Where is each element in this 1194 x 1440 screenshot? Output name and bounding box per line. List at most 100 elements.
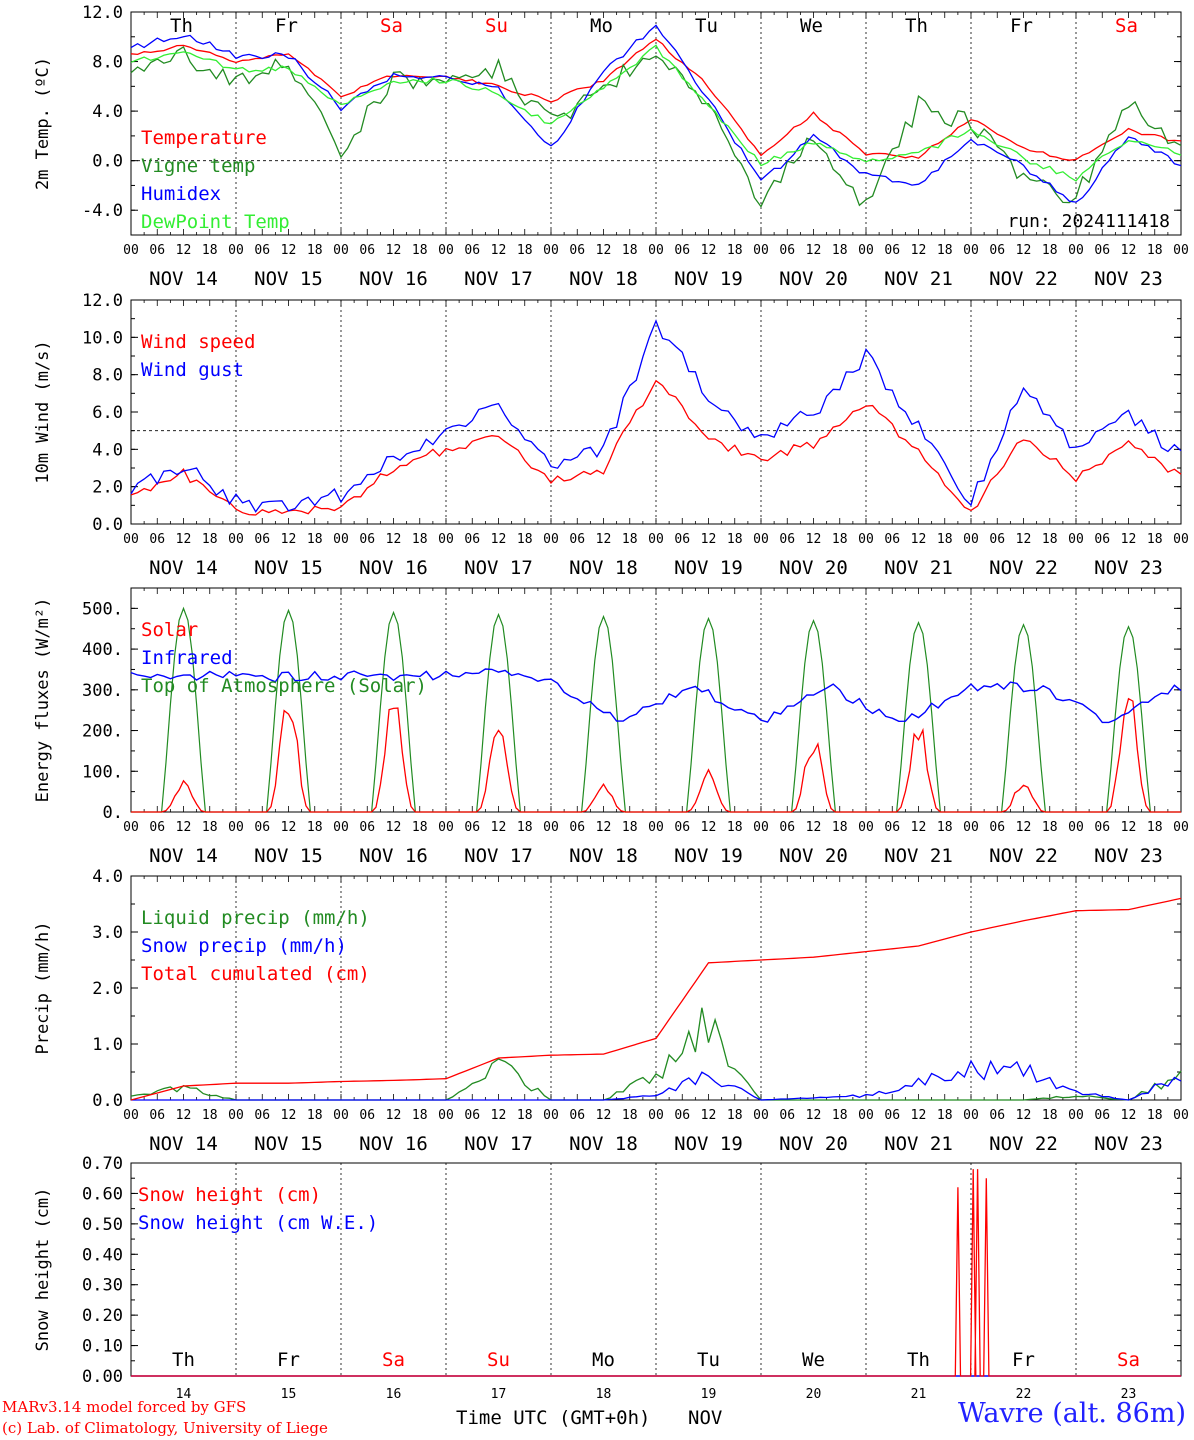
weekday-label: Fr (275, 15, 298, 37)
hour-tick-label: 18 (832, 532, 848, 547)
hour-tick-label: 18 (412, 1108, 428, 1123)
weekday-label: Sa (380, 15, 403, 37)
y-axis-label: Energy fluxes (W/m²) (33, 598, 53, 803)
hour-tick-label: 12 (911, 243, 927, 258)
hour-tick-label: 00 (753, 532, 769, 547)
date-number-label: 18 (596, 1387, 612, 1402)
weekday-label: Sa (382, 1349, 405, 1371)
hour-tick-label: 00 (543, 1108, 559, 1123)
credit-line-1: MARv3.14 model forced by GFS (2, 1398, 247, 1416)
date-tick-label: NOV 19 (674, 845, 743, 867)
hour-tick-label: 00 (648, 243, 664, 258)
y-tick-label: 200. (82, 722, 123, 742)
hour-tick-label: 12 (491, 820, 507, 835)
temperature-series-line (130, 24, 1182, 203)
hour-tick-label: 00 (858, 243, 874, 258)
solar-line (131, 697, 1181, 813)
hour-tick-label: 12 (176, 532, 192, 547)
hour-tick-label: 06 (989, 1108, 1005, 1123)
y-tick-label: 100. (82, 762, 123, 782)
hour-tick-label: 06 (254, 532, 270, 547)
station-label: Wavre (alt. 86m) (958, 1398, 1186, 1429)
hour-tick-label: 18 (1042, 820, 1058, 835)
y-axis-label: Precip (mm/h) (33, 921, 53, 1054)
hour-tick-label: 06 (779, 243, 795, 258)
hour-tick-label: 06 (569, 243, 585, 258)
hour-tick-label: 18 (412, 820, 428, 835)
y-tick-label: -4.0 (82, 201, 123, 221)
legend-entry: Solar (141, 619, 198, 641)
hour-tick-label: 00 (543, 820, 559, 835)
date-tick-label: NOV 17 (464, 557, 533, 579)
y-tick-label: 10.0 (82, 328, 123, 348)
hour-tick-label: 12 (806, 532, 822, 547)
hour-tick-label: 06 (989, 243, 1005, 258)
hour-tick-label: 06 (149, 532, 165, 547)
hour-tick-label: 12 (911, 1108, 927, 1123)
y-tick-label: 2.0 (92, 979, 123, 999)
hour-tick-label: 06 (989, 532, 1005, 547)
weekday-label: Th (170, 15, 193, 37)
hour-tick-label: 00 (648, 532, 664, 547)
hour-tick-label: 00 (1068, 532, 1084, 547)
temperature-series-line (130, 44, 1182, 182)
date-tick-label: NOV 22 (989, 1133, 1058, 1155)
hour-tick-label: 00 (228, 820, 244, 835)
hour-tick-label: 06 (464, 243, 480, 258)
hour-tick-label: 06 (359, 243, 375, 258)
hour-tick-label: 12 (596, 1108, 612, 1123)
date-tick-label: NOV 17 (464, 268, 533, 290)
hour-tick-label: 12 (911, 532, 927, 547)
hour-tick-label: 12 (1121, 243, 1137, 258)
hour-tick-label: 06 (569, 820, 585, 835)
date-tick-label: NOV 16 (359, 268, 428, 290)
hour-tick-label: 06 (359, 1108, 375, 1123)
hour-tick-label: 18 (1147, 532, 1163, 547)
date-tick-label: NOV 18 (569, 557, 638, 579)
date-tick-label: NOV 16 (359, 1133, 428, 1155)
hour-tick-label: 12 (1121, 1108, 1137, 1123)
y-tick-label: 500. (82, 599, 123, 619)
date-tick-label: NOV 15 (254, 268, 323, 290)
y-tick-label: 1.0 (92, 1035, 123, 1055)
hour-tick-label: 00 (123, 532, 139, 547)
hour-tick-label: 18 (307, 1108, 323, 1123)
hour-tick-label: 12 (281, 1108, 297, 1123)
hour-tick-label: 18 (1147, 243, 1163, 258)
date-tick-label: NOV 14 (149, 1133, 218, 1155)
date-tick-label: NOV 19 (674, 557, 743, 579)
hour-tick-label: 00 (438, 1108, 454, 1123)
hour-tick-label: 12 (386, 532, 402, 547)
hour-tick-label: 12 (386, 243, 402, 258)
date-tick-label: NOV 16 (359, 557, 428, 579)
hour-tick-label: 12 (176, 820, 192, 835)
hour-tick-label: 18 (727, 532, 743, 547)
hour-tick-label: 00 (438, 820, 454, 835)
hour-tick-label: 06 (464, 532, 480, 547)
hour-tick-label: 00 (228, 1108, 244, 1123)
hour-tick-label: 12 (281, 243, 297, 258)
y-axis-label: 2m Temp. (ºC) (33, 57, 53, 190)
month-label: NOV (688, 1407, 722, 1429)
y-tick-label: 400. (82, 640, 123, 660)
hour-tick-label: 18 (937, 820, 953, 835)
date-number-label: 17 (491, 1387, 507, 1402)
weekday-label: Mo (592, 1349, 615, 1371)
date-tick-label: NOV 18 (569, 845, 638, 867)
hour-tick-label: 12 (281, 532, 297, 547)
hour-tick-label: 06 (779, 532, 795, 547)
hour-tick-label: 06 (989, 820, 1005, 835)
hour-tick-label: 00 (753, 820, 769, 835)
date-number-label: 22 (1016, 1387, 1032, 1402)
hour-tick-label: 12 (701, 1108, 717, 1123)
hour-tick-label: 00 (963, 243, 979, 258)
hour-tick-label: 00 (333, 532, 349, 547)
legend-entry: Top of Atmosphere (Solar) (141, 675, 427, 697)
hour-tick-label: 12 (701, 820, 717, 835)
hour-tick-label: 12 (701, 243, 717, 258)
hour-tick-label: 18 (622, 532, 638, 547)
hour-tick-label: 12 (911, 820, 927, 835)
date-tick-label: NOV 21 (884, 1133, 953, 1155)
hour-tick-label: 00 (858, 820, 874, 835)
